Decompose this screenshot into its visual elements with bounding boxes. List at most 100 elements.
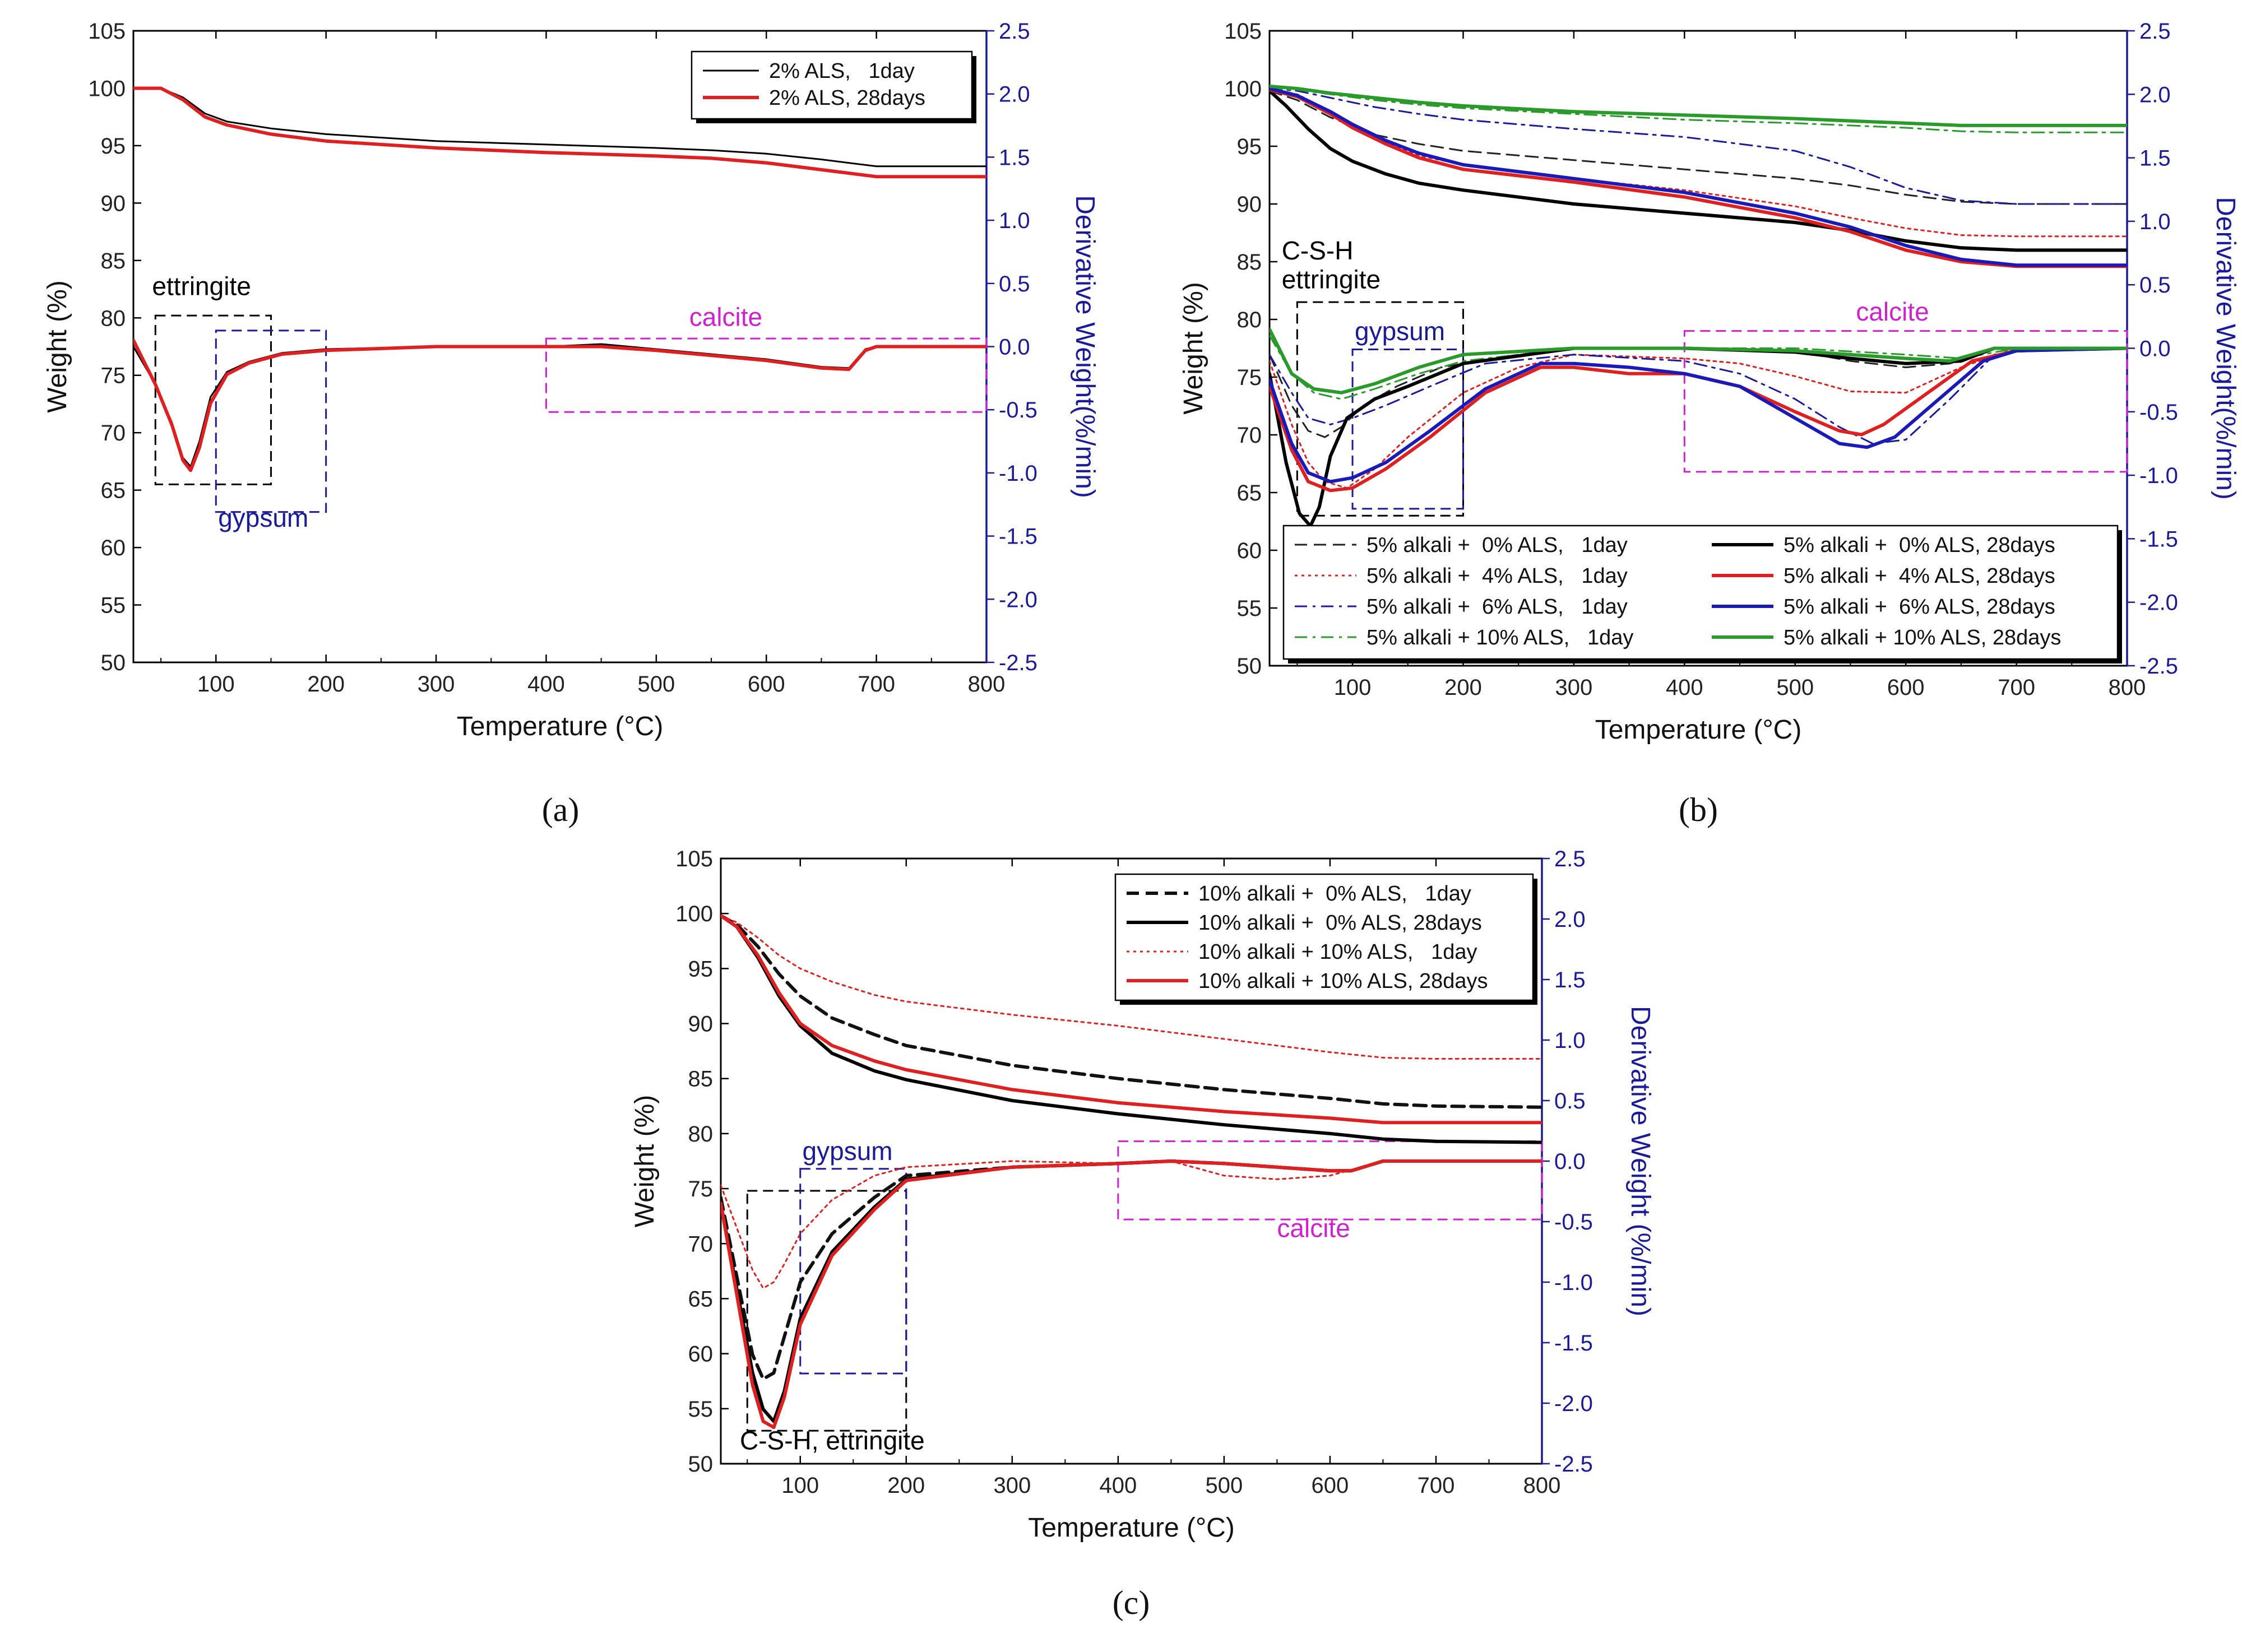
annotation-box — [215, 330, 327, 513]
panel-1: 100 200 300 400 500 600 700 800 50 55 60 65 70 75 80 85… — [43, 19, 1100, 828]
series-group — [1270, 84, 2127, 528]
annotation-label: calcite — [1277, 1213, 1350, 1242]
y2-axis-title: Derivative Weight (%/min) — [1625, 1006, 1655, 1316]
x-tick-label: 700 — [1417, 1473, 1455, 1498]
y-tick-label: 80 — [101, 306, 126, 331]
series-line — [721, 1160, 1542, 1289]
annotation-label: gypsum — [803, 1136, 893, 1166]
y-tick-label: 95 — [1237, 134, 1262, 159]
y-tick-label: 60 — [1237, 539, 1262, 563]
y-tick-label: 90 — [101, 191, 126, 216]
y2-tick-label: -1.0 — [999, 461, 1037, 486]
series-line — [1270, 346, 2127, 484]
x-tick-label: 700 — [858, 672, 895, 697]
y-tick-label: 70 — [101, 421, 126, 446]
legend-label: 5% alkali + 10% ALS, 1day — [1366, 626, 1633, 649]
annotation-box — [1683, 330, 2128, 473]
y2-tick-label: 1.5 — [1554, 968, 1586, 992]
x-tick-label: 100 — [197, 672, 235, 697]
y2-tick-label: 2.0 — [999, 82, 1030, 107]
y-tick-label: 75 — [688, 1177, 714, 1201]
x-tick-label: 100 — [781, 1473, 819, 1498]
y2-tick-label: 0.0 — [999, 335, 1030, 360]
legend-label: 5% alkali + 6% ALS, 28days — [1784, 595, 2055, 619]
y2-tick-label: 2.5 — [1554, 847, 1586, 871]
y-tick-label: 90 — [688, 1012, 714, 1037]
x-tick-label: 500 — [637, 672, 675, 697]
y2-tick-label: 1.0 — [2139, 210, 2171, 234]
x-axis-title: Temperature (°C) — [457, 712, 664, 741]
y2-tick-label: -2.5 — [2139, 654, 2178, 679]
legend-label: 5% alkali + 10% ALS, 28days — [1784, 626, 2061, 649]
y2-tick-label: -2.0 — [1554, 1391, 1593, 1416]
legend-label: 10% alkali + 10% ALS, 1day — [1198, 940, 1477, 964]
y2-tick-label: -1.5 — [2139, 527, 2178, 551]
y2-tick-label: -1.0 — [1554, 1270, 1593, 1295]
series-line — [1270, 327, 2127, 395]
legend-label: 5% alkali + 6% ALS, 1day — [1366, 595, 1628, 619]
annotation-box — [746, 1190, 907, 1432]
series-line — [1270, 88, 2127, 268]
y2-tick-label: 0.5 — [999, 272, 1030, 296]
y-tick-label: 100 — [88, 76, 126, 101]
legend-label: 5% alkali + 4% ALS, 28days — [1784, 564, 2055, 588]
y-tick-label: 60 — [101, 536, 126, 560]
series-line — [1270, 84, 2127, 127]
legend-box — [691, 50, 973, 120]
series-line — [721, 914, 1542, 1125]
y-tick-label: 100 — [675, 902, 713, 926]
y2-axis-title: Derivative Weight(%/min) — [1070, 195, 1100, 498]
panel-caption: (c) — [1113, 1584, 1150, 1621]
y2-tick-label: 2.0 — [1554, 907, 1586, 932]
panel-2: 100 200 300 400 500 600 700 800 50 55 60 65 70 75 80 85… — [1179, 19, 2240, 828]
y2-tick-label: 1.5 — [999, 145, 1030, 170]
series-line — [1270, 89, 2127, 252]
x-tick-label: 400 — [1099, 1473, 1137, 1498]
x-tick-label: 500 — [1206, 1473, 1243, 1498]
annotation-box — [799, 1168, 907, 1375]
annotation-label: ettringite — [152, 271, 251, 300]
x-tick-label: 600 — [1887, 675, 1925, 700]
x-tick-label: 600 — [748, 672, 785, 697]
x-axis-title: Temperature (°C) — [1028, 1513, 1235, 1543]
x-tick-label: 300 — [1555, 675, 1593, 700]
y2-tick-label: 1.0 — [999, 208, 1030, 233]
series-line — [1270, 90, 2127, 205]
y-tick-label: 50 — [1237, 654, 1262, 679]
y-tick-label: 50 — [101, 651, 126, 675]
legend-label: 5% alkali + 4% ALS, 1day — [1366, 564, 1628, 588]
y2-tick-label: 0.5 — [1554, 1089, 1586, 1113]
x-tick-label: 800 — [2109, 675, 2146, 700]
x-tick-label: 200 — [887, 1473, 925, 1498]
y2-tick-label: -1.5 — [1554, 1331, 1593, 1356]
y-tick-label: 105 — [675, 847, 713, 871]
legend-label: 5% alkali + 0% ALS, 1day — [1366, 533, 1628, 557]
legend-label: 2% ALS, 1day — [769, 59, 915, 83]
y-tick-label: 65 — [1237, 481, 1262, 505]
series-line — [721, 914, 1542, 1109]
x-tick-label: 400 — [527, 672, 565, 697]
y2-tick-label: -2.5 — [1554, 1452, 1593, 1477]
y-axis-title: Weight (%) — [630, 1095, 660, 1228]
y2-tick-label: 0.0 — [1554, 1149, 1586, 1174]
panel-caption: (a) — [542, 791, 580, 828]
series-line — [1270, 346, 2127, 493]
annotation-label: C-S-H, ettringite — [740, 1426, 925, 1455]
annotation-label: gypsum — [1355, 317, 1445, 346]
y-tick-label: 105 — [1224, 19, 1262, 44]
x-tick-label: 100 — [1334, 675, 1372, 700]
legend-label: 5% alkali + 0% ALS, 28days — [1784, 533, 2055, 557]
y-tick-label: 80 — [1237, 308, 1262, 332]
y2-tick-label: -0.5 — [1554, 1210, 1593, 1235]
y-tick-label: 75 — [101, 364, 126, 388]
series-group — [133, 86, 986, 472]
annotation-box — [1117, 1140, 1543, 1221]
x-tick-label: 200 — [307, 672, 345, 697]
y-tick-label: 55 — [688, 1397, 714, 1422]
legend-label: 10% alkali + 0% ALS, 28days — [1198, 911, 1482, 935]
y-tick-label: 100 — [1224, 77, 1262, 101]
y-tick-label: 65 — [688, 1287, 714, 1311]
y2-tick-label: -0.5 — [999, 398, 1037, 423]
y2-axis-title: Derivative Weight(%/min) — [2211, 197, 2240, 500]
y-axis-title: Weight (%) — [43, 280, 72, 413]
